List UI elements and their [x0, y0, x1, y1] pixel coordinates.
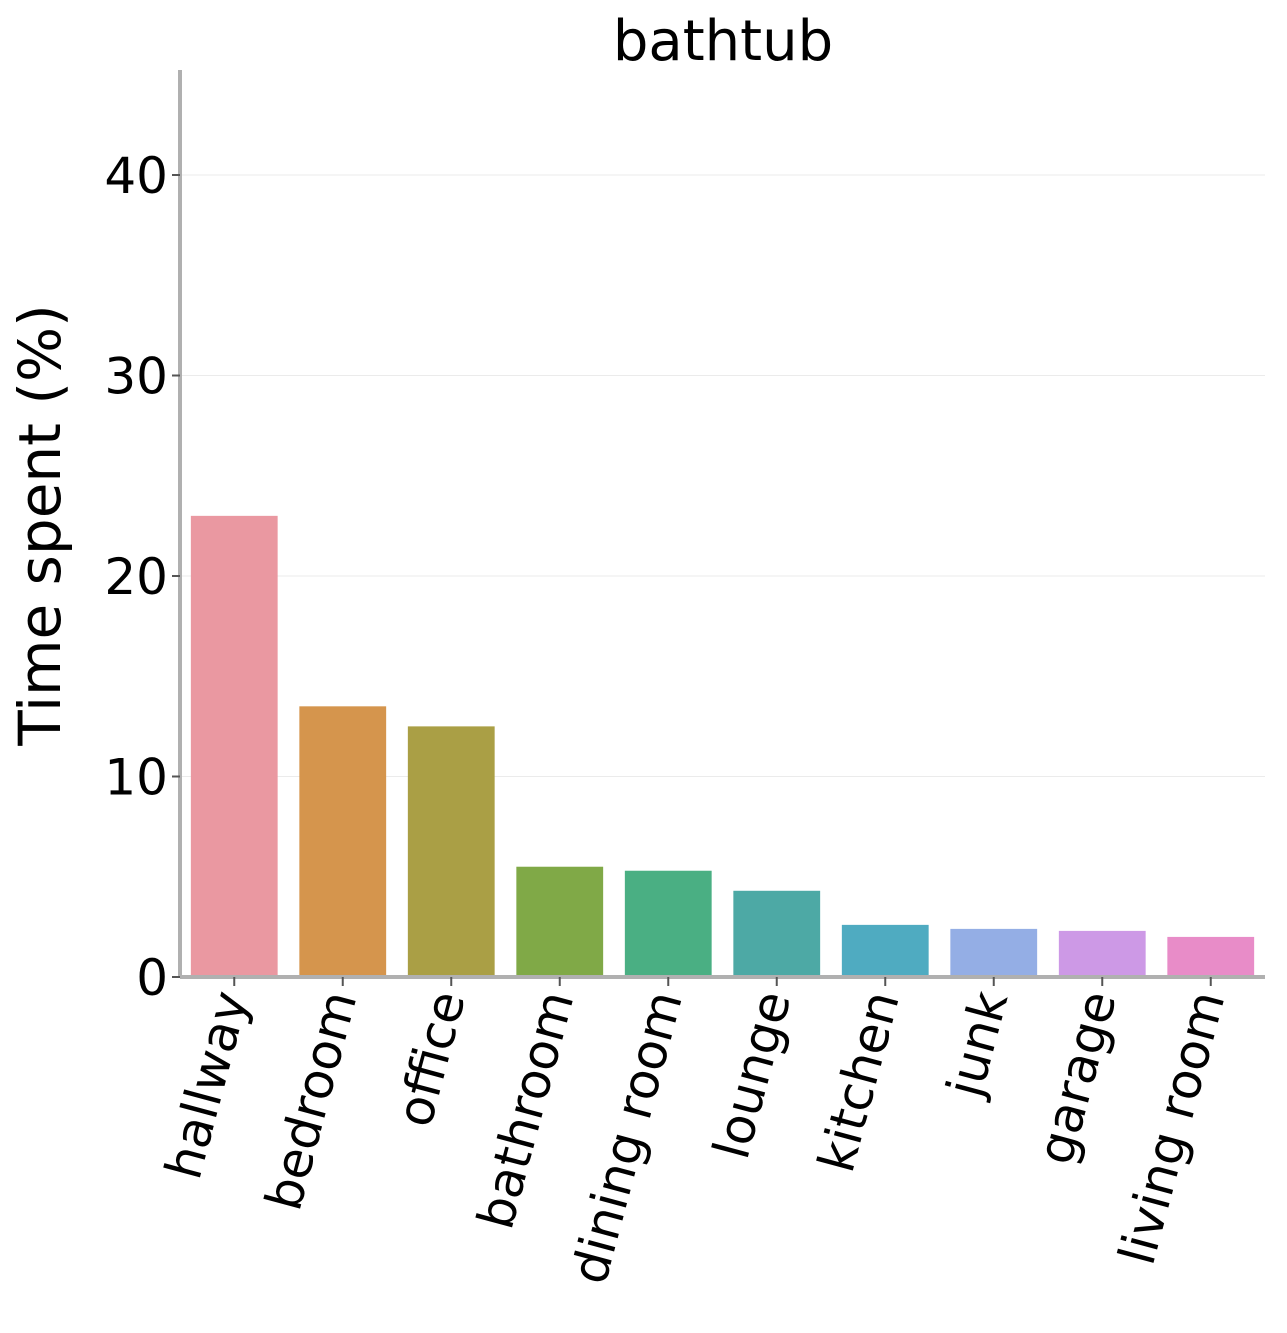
y-axis-label: Time spent (%)	[6, 304, 74, 746]
bar	[1058, 930, 1146, 977]
axes	[178, 70, 1265, 979]
bars	[190, 515, 1255, 977]
y-tick-label: 30	[104, 348, 168, 406]
x-tick-label: living room	[1108, 985, 1236, 1270]
bar	[624, 870, 712, 977]
bar	[1167, 936, 1255, 977]
x-tick-label: dining room	[560, 985, 694, 1290]
y-tick-label: 0	[136, 949, 168, 1007]
bar	[841, 924, 929, 977]
x-tick-label: junk	[936, 985, 1020, 1104]
x-tick-label: bedroom	[254, 985, 368, 1216]
x-tick-label: bathroom	[466, 985, 585, 1235]
grid-lines	[180, 174, 1265, 777]
bar	[516, 866, 604, 977]
chart-title: bathtub	[613, 9, 833, 74]
bar	[733, 890, 821, 977]
bar	[190, 515, 278, 977]
bar	[950, 928, 1038, 977]
y-ticks: 0 10 20 30 40	[104, 147, 180, 1007]
bar	[299, 706, 387, 977]
x-tick-label: garage	[1026, 985, 1128, 1170]
x-tick-label: lounge	[702, 985, 802, 1165]
x-tick-label: hallway	[154, 985, 260, 1185]
y-tick-label: 40	[104, 147, 168, 205]
bar	[407, 726, 495, 977]
y-tick-label: 10	[104, 749, 168, 807]
y-tick-label: 20	[104, 548, 168, 606]
x-tick-label: kitchen	[807, 985, 911, 1178]
x-tick-label: office	[385, 985, 477, 1133]
